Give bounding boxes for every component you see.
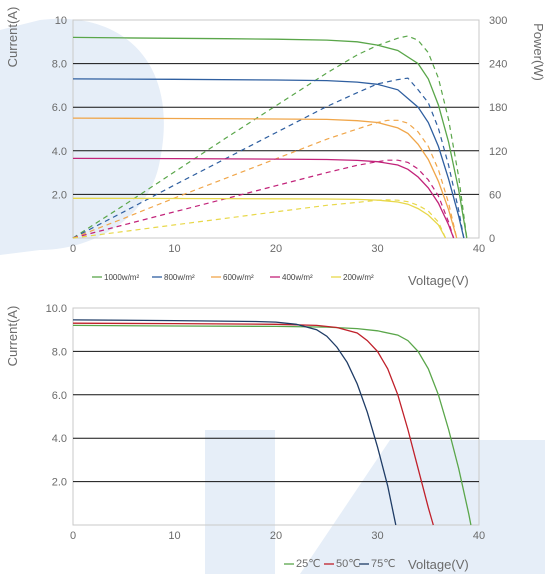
y2-tick-label: 60 <box>489 189 501 201</box>
legend-label: 600w/m² <box>223 273 254 282</box>
x-tick-label: 30 <box>371 243 383 255</box>
iv-temperature-chart: 2.0 4.0 6.0 8.0 10.0 0 10 20 30 40 Current(A) Volta… <box>5 303 485 572</box>
x-tick-label: 20 <box>270 243 282 255</box>
x-tick-label: 10 <box>168 530 180 542</box>
legend-label: 200w/m² <box>343 273 374 282</box>
y2-tick-label: 300 <box>489 15 507 27</box>
legend-label: 400w/m² <box>282 273 313 282</box>
y-axis-title: Current(A) <box>5 7 20 68</box>
series-line-current <box>72 157 455 239</box>
y-tick-label: 10.0 <box>46 303 67 315</box>
y2-tick-label: 0 <box>489 233 495 245</box>
y-tick-label: 8.0 <box>52 59 67 71</box>
y-tick-label: 2.0 <box>52 477 67 489</box>
series-line-current <box>72 197 447 239</box>
iv-pv-irradiance-chart: 2.0 4.0 6.0 8.0 10 0 10 20 30 40 0 60 120 180 240 300 Cu… <box>5 7 545 288</box>
plot-frame <box>72 307 480 526</box>
x-axis-title: Voltage(V) <box>408 273 469 288</box>
watermark-shape-center <box>205 430 275 574</box>
series-line-current <box>72 117 458 239</box>
x-axis-title: Voltage(V) <box>408 557 469 572</box>
x-tick-label: 30 <box>371 530 383 542</box>
legend-label: 1000w/m² <box>104 273 139 282</box>
series-line-power <box>72 119 458 239</box>
series-line-power <box>72 199 447 239</box>
legend-label: 25℃ <box>296 558 321 570</box>
y-tick-label: 6.0 <box>52 390 67 402</box>
series-line-power <box>72 159 455 239</box>
y2-tick-label: 120 <box>489 146 507 158</box>
x-tick-label: 0 <box>70 530 76 542</box>
x-tick-label: 20 <box>270 530 282 542</box>
watermark-shape-left <box>0 18 164 255</box>
series-line-power <box>72 35 468 239</box>
y-tick-label: 6.0 <box>52 102 67 114</box>
x-tick-label: 10 <box>168 243 180 255</box>
series-line-current <box>72 322 434 526</box>
y2-axis-title: Power(W) <box>531 23 545 81</box>
series-line-current <box>72 324 472 526</box>
y-tick-label: 10 <box>55 15 67 27</box>
y-tick-label: 4.0 <box>52 433 67 445</box>
x-tick-label: 40 <box>473 243 485 255</box>
plot-frame <box>72 19 480 239</box>
y-tick-label: 4.0 <box>52 146 67 158</box>
series-line-current <box>72 78 465 239</box>
series-line-current <box>72 319 397 526</box>
legend-label: 50℃ <box>336 558 361 570</box>
y2-tick-label: 180 <box>489 102 507 114</box>
y2-tick-label: 240 <box>489 59 507 71</box>
x-tick-label: 0 <box>70 243 76 255</box>
legend-label: 75℃ <box>371 558 396 570</box>
y-axis-title: Current(A) <box>5 306 20 367</box>
y-tick-label: 8.0 <box>52 346 67 358</box>
legend-label: 800w/m² <box>164 273 195 282</box>
watermark-shape-right <box>300 440 545 574</box>
x-tick-label: 40 <box>473 530 485 542</box>
series-line-power <box>72 77 465 239</box>
y-tick-label: 2.0 <box>52 189 67 201</box>
